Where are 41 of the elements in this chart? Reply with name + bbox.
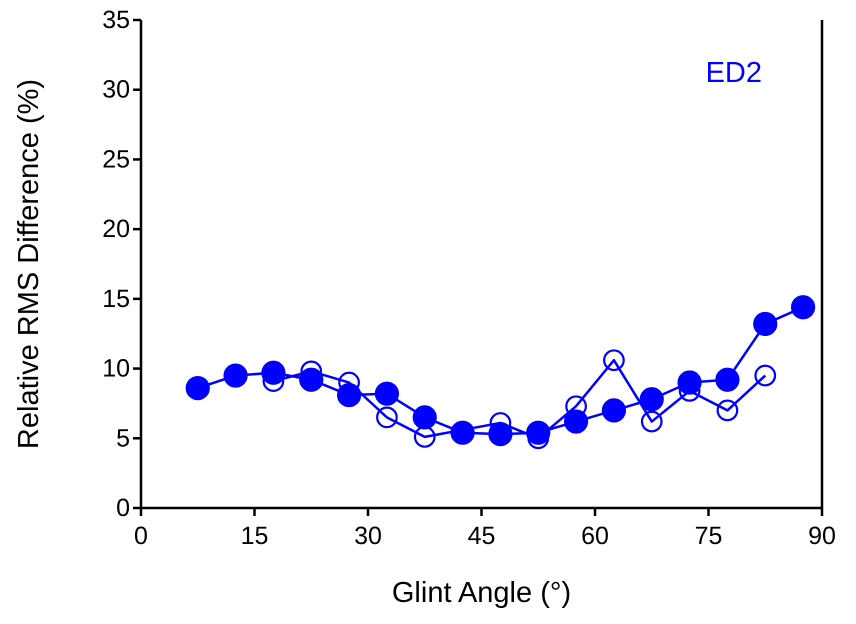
point (376, 406, 398, 428)
point (223, 363, 248, 388)
x-tick-label: 15 (240, 522, 268, 550)
annotation: ED2 (706, 57, 762, 89)
point (640, 410, 663, 432)
y-tick-label: 20 (102, 215, 130, 244)
x-tick-label: 0 (134, 522, 148, 550)
point (526, 420, 550, 445)
point (753, 312, 778, 336)
y-tick-label: 15 (102, 284, 130, 313)
y-tick-label: 0 (116, 494, 130, 522)
point (374, 382, 400, 406)
x-tick-label: 30 (354, 522, 382, 550)
y-axis-title: Relative RMS Difference (%) (13, 78, 45, 450)
y-tick-label: 10 (102, 354, 130, 383)
point (715, 368, 740, 392)
x-axis-title: Glint Angle (°) (392, 577, 572, 609)
point (640, 387, 664, 412)
y-tick-label: 5 (116, 424, 130, 452)
y-tick-label: 25 (102, 145, 130, 174)
point (754, 364, 776, 386)
point (488, 422, 513, 446)
x-tick-label: 75 (694, 522, 722, 550)
point (261, 360, 286, 385)
x-tick-label: 45 (468, 522, 496, 550)
point (790, 295, 816, 320)
point (564, 409, 588, 434)
point (186, 376, 210, 400)
x-tick-label: 60 (581, 522, 609, 550)
point (677, 370, 702, 395)
point (414, 426, 436, 448)
point (412, 405, 437, 430)
point (299, 368, 324, 392)
y-tick-label: 30 (102, 76, 130, 104)
point (716, 400, 738, 422)
point (603, 349, 625, 372)
point (336, 382, 362, 408)
point (450, 420, 475, 445)
point (602, 398, 626, 422)
y-tick-label: 35 (102, 6, 130, 34)
x-tick-label: 90 (808, 522, 836, 550)
